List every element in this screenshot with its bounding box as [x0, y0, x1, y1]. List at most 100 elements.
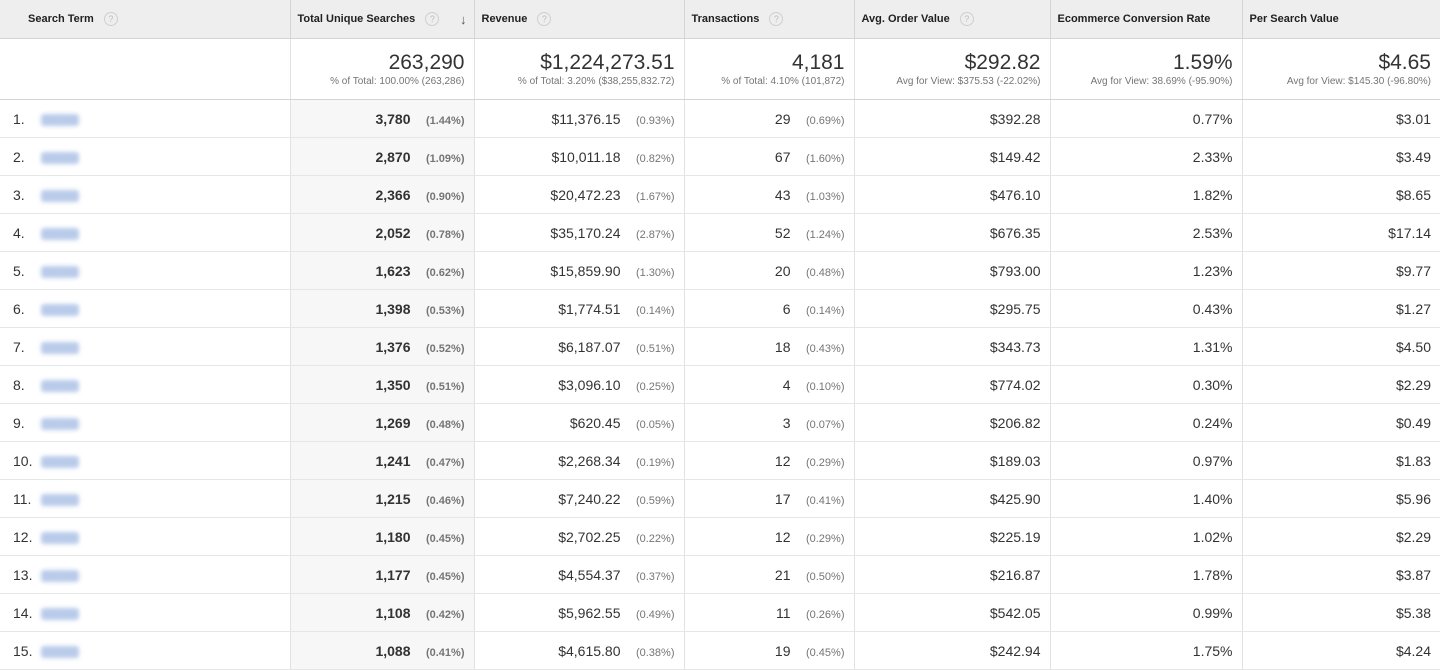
revenue-value: $4,615.80 — [558, 642, 621, 659]
transactions-value: 4 — [782, 376, 791, 393]
transactions-value: 20 — [774, 262, 791, 279]
search-term-link[interactable] — [41, 265, 79, 278]
aov-cell: $295.75 — [853, 289, 1050, 328]
revenue-percent: (0.51%) — [635, 342, 675, 355]
searches-percent: (1.09%) — [425, 152, 465, 165]
searches-percent: (0.52%) — [425, 342, 465, 355]
revenue-cell: $4,615.80 (0.38%) — [473, 631, 684, 670]
search-term-link[interactable] — [41, 607, 79, 620]
searches-value: 3,780 — [375, 110, 411, 127]
searches-percent: (0.41%) — [425, 646, 465, 659]
per-search-value-cell: $4.50 — [1241, 327, 1440, 366]
searches-cell: 2,052 (0.78%) — [289, 213, 474, 252]
header-avg-order-value[interactable]: Avg. Order Value ? — [853, 0, 1050, 39]
search-term-link[interactable] — [41, 189, 79, 202]
transactions-value: 43 — [774, 186, 791, 203]
conversion-rate-cell: 0.77% — [1049, 99, 1242, 138]
per-search-value-cell: $3.49 — [1241, 137, 1440, 176]
help-icon[interactable]: ? — [959, 12, 974, 26]
revenue-percent: (0.93%) — [635, 114, 675, 127]
aov-cell: $343.73 — [853, 327, 1050, 366]
table-row: 7. 1,376 (0.52%) $6,187.07 (0.51%) 18 (0.43%) $… — [0, 327, 1440, 366]
transactions-percent: (1.24%) — [805, 228, 845, 241]
header-search-term-label: Search Term — [28, 12, 94, 25]
conversion-rate-cell: 0.97% — [1049, 441, 1242, 480]
header-row: Search Term ? Total Unique Searches ? ↓ … — [0, 0, 1440, 39]
transactions-cell: 18 (0.43%) — [683, 327, 854, 366]
searches-percent: (0.51%) — [425, 380, 465, 393]
transactions-cell: 43 (1.03%) — [683, 175, 854, 214]
help-icon[interactable]: ? — [425, 11, 440, 26]
revenue-cell: $6,187.07 (0.51%) — [473, 327, 684, 366]
search-term-link[interactable] — [41, 645, 79, 658]
search-term-link[interactable] — [41, 569, 79, 582]
revenue-value: $4,554.37 — [558, 566, 621, 583]
transactions-percent: (0.10%) — [805, 380, 845, 393]
header-search-term[interactable]: Search Term ? — [0, 0, 290, 39]
searches-value: 1,398 — [375, 300, 411, 317]
search-term-link[interactable] — [41, 455, 79, 468]
transactions-value: 12 — [774, 528, 791, 545]
per-search-value-cell: $1.27 — [1241, 289, 1440, 328]
row-index: 9. — [13, 414, 25, 431]
revenue-percent: (2.87%) — [635, 228, 675, 241]
totals-row: 263,290 % of Total: 100.00% (263,286) $1… — [0, 38, 1440, 100]
revenue-cell: $20,472.23 (1.67%) — [473, 175, 684, 214]
searches-value: 1,108 — [375, 604, 411, 621]
searches-value: 1,376 — [375, 338, 411, 355]
aov-cell: $392.28 — [853, 99, 1050, 138]
header-transactions[interactable]: Transactions ? — [683, 0, 854, 39]
totals-searches: 263,290 — [388, 51, 465, 74]
header-total-unique-searches[interactable]: Total Unique Searches ? ↓ — [289, 0, 474, 39]
searches-cell: 1,180 (0.45%) — [289, 517, 474, 556]
row-index: 14. — [13, 604, 33, 621]
totals-revenue-sub: % of Total: 3.20% ($38,255,832.72) — [517, 76, 675, 87]
help-icon[interactable]: ? — [537, 12, 552, 26]
per-search-value-cell: $4.24 — [1241, 631, 1440, 670]
searches-value: 2,052 — [375, 224, 411, 241]
aov-cell: $216.87 — [853, 555, 1050, 594]
search-term-link[interactable] — [41, 227, 79, 240]
table-row: 3. 2,366 (0.90%) $20,472.23 (1.67%) 43 (1.03%)… — [0, 175, 1440, 214]
per-search-value-cell: $5.38 — [1241, 593, 1440, 632]
transactions-cell: 19 (0.45%) — [683, 631, 854, 670]
per-search-value-cell: $1.83 — [1241, 441, 1440, 480]
search-term-link[interactable] — [41, 341, 79, 354]
revenue-percent: (0.82%) — [635, 152, 675, 165]
aov-cell: $242.94 — [853, 631, 1050, 670]
transactions-cell: 3 (0.07%) — [683, 403, 854, 442]
search-term-link[interactable] — [41, 493, 79, 506]
revenue-percent: (0.25%) — [635, 380, 675, 393]
header-revenue[interactable]: Revenue ? — [473, 0, 684, 39]
search-term-link[interactable] — [41, 303, 79, 316]
search-term-link[interactable] — [41, 379, 79, 392]
search-term-link[interactable] — [41, 417, 79, 430]
search-term-cell: 3. — [0, 175, 290, 214]
table-row: 6. 1,398 (0.53%) $1,774.51 (0.14%) 6 (0.14%) $2… — [0, 289, 1440, 328]
totals-searches-sub: % of Total: 100.00% (263,286) — [330, 76, 465, 87]
transactions-value: 29 — [774, 110, 791, 127]
conversion-rate-cell: 0.99% — [1049, 593, 1242, 632]
help-icon[interactable]: ? — [103, 12, 118, 26]
revenue-cell: $10,011.18 (0.82%) — [473, 137, 684, 176]
revenue-cell: $35,170.24 (2.87%) — [473, 213, 684, 252]
revenue-cell: $7,240.22 (0.59%) — [473, 479, 684, 518]
row-index: 4. — [13, 224, 25, 241]
table-row: 13. 1,177 (0.45%) $4,554.37 (0.37%) 21 (0.50%)… — [0, 555, 1440, 594]
transactions-percent: (1.03%) — [805, 190, 845, 203]
search-term-link[interactable] — [41, 531, 79, 544]
aov-cell: $189.03 — [853, 441, 1050, 480]
revenue-value: $10,011.18 — [551, 148, 621, 165]
table-row: 2. 2,870 (1.09%) $10,011.18 (0.82%) 67 (1.60%)… — [0, 137, 1440, 176]
search-term-link[interactable] — [41, 113, 79, 126]
header-per-search-value[interactable]: Per Search Value — [1241, 0, 1440, 39]
aov-cell: $676.35 — [853, 213, 1050, 252]
search-term-link[interactable] — [41, 151, 79, 164]
transactions-percent: (0.29%) — [805, 456, 845, 469]
row-index: 7. — [13, 338, 25, 355]
header-conversion-rate[interactable]: Ecommerce Conversion Rate — [1049, 0, 1242, 39]
help-icon[interactable]: ? — [769, 12, 784, 26]
sort-descending-icon[interactable]: ↓ — [460, 11, 467, 27]
searches-cell: 1,269 (0.48%) — [289, 403, 474, 442]
searches-cell: 3,780 (1.44%) — [289, 99, 474, 138]
